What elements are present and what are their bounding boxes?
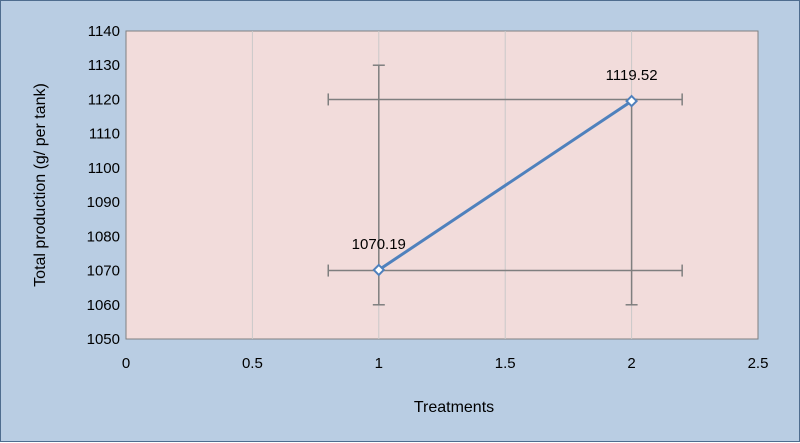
- data-point-marker: [625, 94, 639, 108]
- series-line-group: [377, 99, 633, 272]
- x-tick-label: 1: [375, 355, 383, 372]
- x-tick-label: 2: [627, 355, 635, 372]
- y-tick-label: 1140: [88, 23, 120, 40]
- x-tick-label: 0.5: [242, 355, 263, 372]
- y-axis-ticks: 1050 1060 1070 1080 1090 1100 1110 1120 1130 1140: [87, 23, 120, 348]
- x-tick-label: 2.5: [748, 355, 769, 372]
- data-label: 1070.19: [352, 236, 406, 253]
- y-tick-label: 1080: [87, 228, 120, 245]
- data-markers: [372, 94, 639, 277]
- x-axis-ticks: 0 0.5 1 1.5 2 2.5: [122, 355, 769, 372]
- x-tick-label: 0: [122, 355, 130, 372]
- y-tick-label: 1100: [88, 160, 120, 177]
- y-tick-label: 1130: [88, 57, 120, 74]
- series-line: [377, 99, 633, 272]
- data-labels: 1070.19 1119.52: [352, 67, 658, 253]
- y-tick-label: 1090: [87, 194, 120, 211]
- y-tick-label: 1050: [87, 331, 120, 348]
- plot-area: [125, 30, 759, 340]
- y-tick-label: 1110: [89, 126, 120, 143]
- data-point-marker: [372, 263, 386, 277]
- y-tick-label: 1060: [87, 297, 120, 314]
- data-label: 1119.52: [606, 67, 658, 84]
- y-tick-label: 1070: [87, 263, 120, 280]
- y-tick-label: 1120: [88, 91, 120, 108]
- x-axis-title: Treatments: [414, 399, 494, 416]
- y-axis-title: Total production (g/ per tank): [32, 83, 49, 287]
- x-tick-label: 1.5: [495, 355, 516, 372]
